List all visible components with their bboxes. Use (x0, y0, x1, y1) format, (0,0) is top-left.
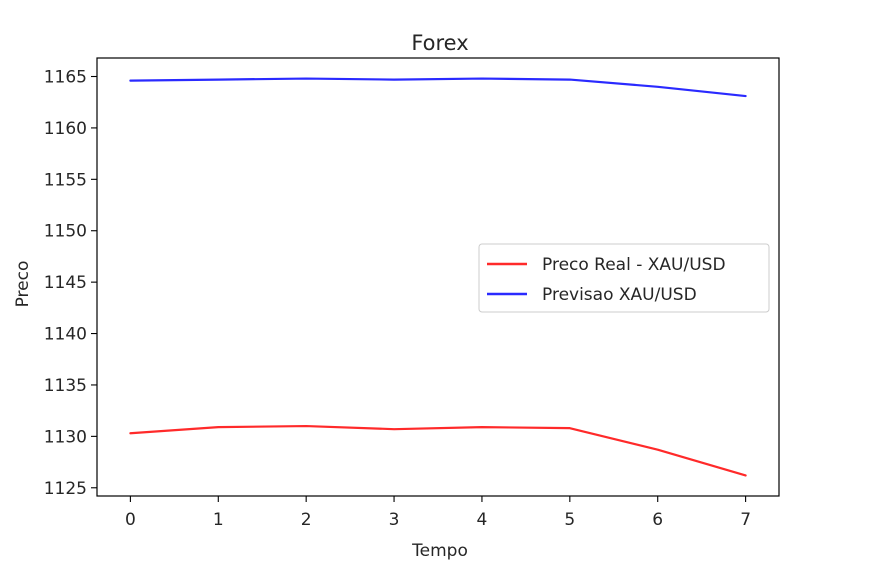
x-axis-label: Tempo (411, 541, 468, 561)
y-tick-label: 1150 (44, 222, 87, 242)
legend: Preco Real - XAU/USD Previsao XAU/USD (478, 243, 770, 313)
chart-title: Forex (411, 31, 468, 55)
plot-frame (96, 57, 780, 497)
y-axis-label: Preco (13, 261, 33, 308)
series-line-2 (129, 77, 747, 98)
y-tick-label: 1160 (44, 119, 87, 139)
y-tick-label: 1125 (44, 479, 87, 499)
legend-box (478, 243, 770, 313)
y-tick-label: 1140 (44, 325, 87, 345)
x-tick-label: 4 (477, 510, 488, 530)
plot-area (96, 57, 780, 497)
x-tick-label: 5 (564, 510, 575, 530)
y-tick-label: 1145 (44, 273, 87, 293)
x-tick-label: 7 (740, 510, 751, 530)
legend-label-2: Previsao XAU/USD (542, 285, 697, 305)
x-tick-label: 2 (301, 510, 312, 530)
x-tick-label: 0 (125, 510, 136, 530)
x-tick-label: 3 (389, 510, 400, 530)
legend-label-1: Preco Real - XAU/USD (542, 255, 726, 275)
y-tick-label: 1135 (44, 376, 87, 396)
x-tick-label: 6 (652, 510, 663, 530)
y-axis: 1125 1130 1135 1140 1145 1150 1155 1160 1165 (44, 68, 97, 499)
y-tick-label: 1155 (44, 170, 87, 190)
y-tick-label: 1165 (44, 68, 87, 88)
x-tick-label: 1 (213, 510, 224, 530)
x-axis: 0 1 2 3 4 5 6 7 (125, 496, 751, 530)
series-layer (129, 77, 747, 477)
y-tick-label: 1130 (44, 427, 87, 447)
series-line-1 (129, 424, 747, 477)
